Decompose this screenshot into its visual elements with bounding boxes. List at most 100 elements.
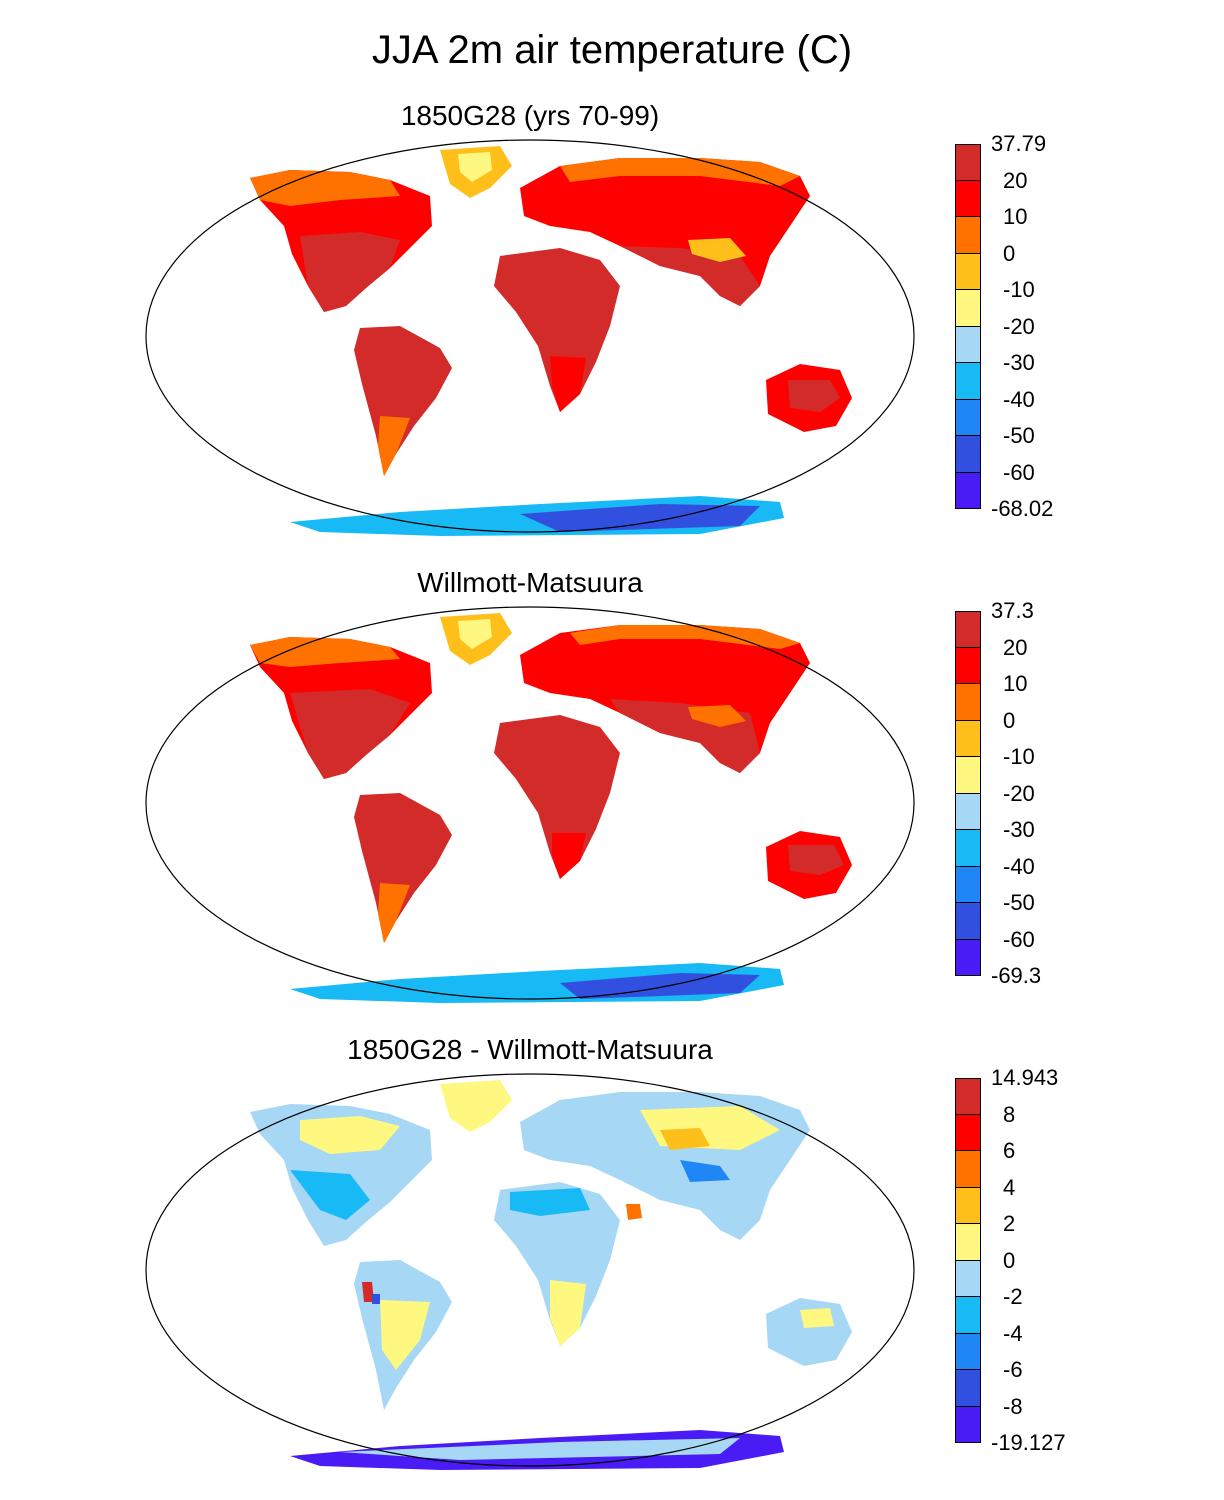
australia xyxy=(766,1298,852,1366)
australia-center xyxy=(788,380,840,412)
north-america-cool xyxy=(290,1170,370,1220)
tibet xyxy=(688,238,746,262)
map-fill-layer xyxy=(250,1080,852,1470)
colorbar-label: -40 xyxy=(1003,853,1035,879)
colorbar-label: -8 xyxy=(1003,1393,1023,1419)
colorbar-swatch xyxy=(955,757,981,794)
australia-warm xyxy=(800,1308,834,1328)
colorbar-swatch xyxy=(955,1114,981,1151)
colorbar-label: -68.02 xyxy=(991,496,1054,521)
colorbar-label: -4 xyxy=(1003,1320,1023,1346)
colorbar-swatch xyxy=(955,1260,981,1297)
africa-north-cool xyxy=(510,1188,590,1216)
page-title: JJA 2m air temperature (C) xyxy=(371,28,853,72)
south-america xyxy=(354,793,452,943)
colorbar-swatch xyxy=(955,866,981,903)
colorbar-swatch xyxy=(955,399,981,436)
north-america-north xyxy=(250,637,400,667)
colorbar-label: -60 xyxy=(1003,926,1035,952)
asia-south xyxy=(620,246,760,306)
colorbar-label: -10 xyxy=(1003,744,1035,769)
colorbar-label: -20 xyxy=(1003,780,1035,806)
eurasia-north xyxy=(560,158,800,186)
greenland xyxy=(440,1080,512,1132)
colorbar-label: -30 xyxy=(1003,350,1035,375)
africa xyxy=(494,715,620,879)
colorbar-label: -50 xyxy=(1003,423,1035,448)
panel-model: 1850G28 (yrs 70-99) xyxy=(0,100,1224,566)
colorbar-swatch xyxy=(955,830,981,867)
colorbar-swatch xyxy=(955,939,981,976)
greenland-center xyxy=(458,619,492,649)
colorbar-label: -2 xyxy=(1003,1284,1023,1309)
colorbar-label: 2 xyxy=(1003,1211,1016,1236)
map-outline xyxy=(145,1073,915,1467)
map-fill-layer xyxy=(250,613,852,1003)
colorbar-label: -40 xyxy=(1003,386,1035,412)
colorbar-swatch xyxy=(955,1370,981,1407)
africa-south xyxy=(550,356,586,412)
eurasia-north xyxy=(570,625,800,649)
colorbar-swatch xyxy=(955,290,981,327)
colorbar-label: -6 xyxy=(1003,1357,1023,1382)
panel-title: 1850G28 (yrs 70-99) xyxy=(400,100,660,131)
antarctica-east xyxy=(560,973,760,999)
map-fill-layer xyxy=(250,146,852,536)
south-america-south xyxy=(378,883,410,943)
panel-difference: 1850G28 - Willmott-Matsuura 14.943 8 6 4 xyxy=(0,1034,1224,1500)
colorbar-swatch xyxy=(955,1151,981,1188)
panel-title: 1850G28 - Willmott-Matsuura xyxy=(347,1034,713,1065)
andes-hot xyxy=(362,1282,374,1302)
colorbar-label: -19.127 xyxy=(991,1430,1066,1455)
colorbar-swatch xyxy=(955,144,981,181)
colorbar-label: 14.943 xyxy=(991,1065,1059,1090)
colorbar-swatch xyxy=(955,720,981,757)
colorbar-label: -30 xyxy=(1003,817,1035,842)
greenland-center xyxy=(458,152,492,182)
colorbar-label: 20 xyxy=(1003,634,1028,660)
colorbar-swatch xyxy=(955,1187,981,1224)
north-america-south xyxy=(290,689,410,779)
colorbar-swatch xyxy=(955,472,981,509)
colorbar-label: 10 xyxy=(1003,671,1028,696)
map-outline xyxy=(145,606,915,1000)
colorbar-label: 0 xyxy=(1003,707,1016,733)
asia-cold xyxy=(680,1160,730,1182)
colorbar-swatch xyxy=(955,363,981,400)
colorbar-swatch xyxy=(955,1078,981,1115)
colorbar-swatch xyxy=(955,1406,981,1443)
colorbar-label: 37.79 xyxy=(991,131,1047,156)
south-america xyxy=(354,326,452,476)
africa xyxy=(494,248,620,412)
colorbar-swatch xyxy=(955,436,981,473)
north-america-north xyxy=(250,170,400,206)
south-america-warm xyxy=(380,1300,430,1370)
colorbar-swatch xyxy=(955,1224,981,1261)
tibet xyxy=(688,705,746,727)
colorbar-label: 10 xyxy=(1003,204,1028,229)
colorbar-swatch xyxy=(955,180,981,217)
colorbar-swatch xyxy=(955,326,981,363)
africa-south xyxy=(552,833,586,879)
world-map xyxy=(145,1073,915,1470)
colorbar-swatch xyxy=(955,647,981,684)
asia-mixed xyxy=(660,1128,710,1150)
colorbar-label: -60 xyxy=(1003,459,1035,485)
south-america-south xyxy=(378,416,410,476)
colorbar-label: 0 xyxy=(1003,240,1016,266)
world-map xyxy=(145,606,915,1003)
antarctica-east xyxy=(520,504,760,532)
panel-title: Willmott-Matsuura xyxy=(417,567,643,598)
colorbar-swatch xyxy=(955,903,981,940)
colorbar-swatch xyxy=(955,253,981,290)
colorbar-label: 6 xyxy=(1003,1138,1016,1163)
colorbar-swatch xyxy=(955,793,981,830)
arabia-hot xyxy=(626,1204,642,1220)
panel-observed: Willmott-Matsuura 37.3 20 10 0 -10 -20 -30 -40 -… xyxy=(0,567,1224,1033)
colorbar-label: 20 xyxy=(1003,167,1028,193)
africa xyxy=(494,1182,620,1346)
colorbar-swatch xyxy=(955,684,981,721)
colorbar-label: -69.3 xyxy=(991,963,1042,988)
map-outline xyxy=(145,139,915,533)
africa-south-warm xyxy=(550,1280,586,1346)
